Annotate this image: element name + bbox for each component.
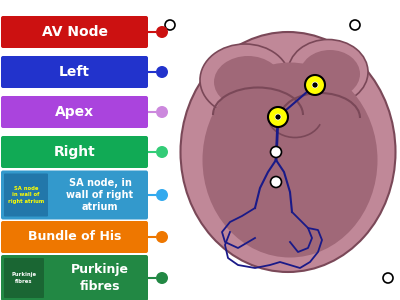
Text: Purkinje
fibres: Purkinje fibres <box>71 263 129 292</box>
Circle shape <box>156 146 168 158</box>
FancyBboxPatch shape <box>4 173 48 217</box>
Ellipse shape <box>214 56 282 108</box>
Circle shape <box>350 20 360 30</box>
Circle shape <box>275 114 281 120</box>
Ellipse shape <box>202 62 378 257</box>
Ellipse shape <box>180 32 396 272</box>
Text: AV Node: AV Node <box>42 25 108 39</box>
Circle shape <box>270 176 282 188</box>
Text: Apex: Apex <box>55 105 94 119</box>
Text: SA node
in wall of
right atrium: SA node in wall of right atrium <box>8 186 44 204</box>
FancyBboxPatch shape <box>1 16 148 48</box>
Circle shape <box>270 146 282 158</box>
FancyBboxPatch shape <box>1 221 148 253</box>
Circle shape <box>312 82 318 88</box>
Circle shape <box>156 189 168 201</box>
Ellipse shape <box>300 50 360 98</box>
Circle shape <box>156 66 168 78</box>
Ellipse shape <box>200 44 290 116</box>
Text: Left: Left <box>59 65 90 79</box>
Circle shape <box>156 106 168 118</box>
FancyBboxPatch shape <box>1 255 148 300</box>
FancyBboxPatch shape <box>1 96 148 128</box>
FancyBboxPatch shape <box>1 170 148 220</box>
Circle shape <box>383 273 393 283</box>
Circle shape <box>156 26 168 38</box>
Ellipse shape <box>288 40 368 104</box>
FancyBboxPatch shape <box>4 258 44 298</box>
Text: Right: Right <box>54 145 95 159</box>
Circle shape <box>165 20 175 30</box>
Circle shape <box>305 75 325 95</box>
Text: Purkinje
fibres: Purkinje fibres <box>12 272 36 284</box>
Circle shape <box>268 107 288 127</box>
FancyBboxPatch shape <box>1 136 148 168</box>
Text: Bundle of His: Bundle of His <box>28 230 121 244</box>
Circle shape <box>156 272 168 284</box>
Circle shape <box>156 231 168 243</box>
FancyBboxPatch shape <box>1 56 148 88</box>
Text: SA node, in
wall of right
atrium: SA node, in wall of right atrium <box>66 178 134 212</box>
